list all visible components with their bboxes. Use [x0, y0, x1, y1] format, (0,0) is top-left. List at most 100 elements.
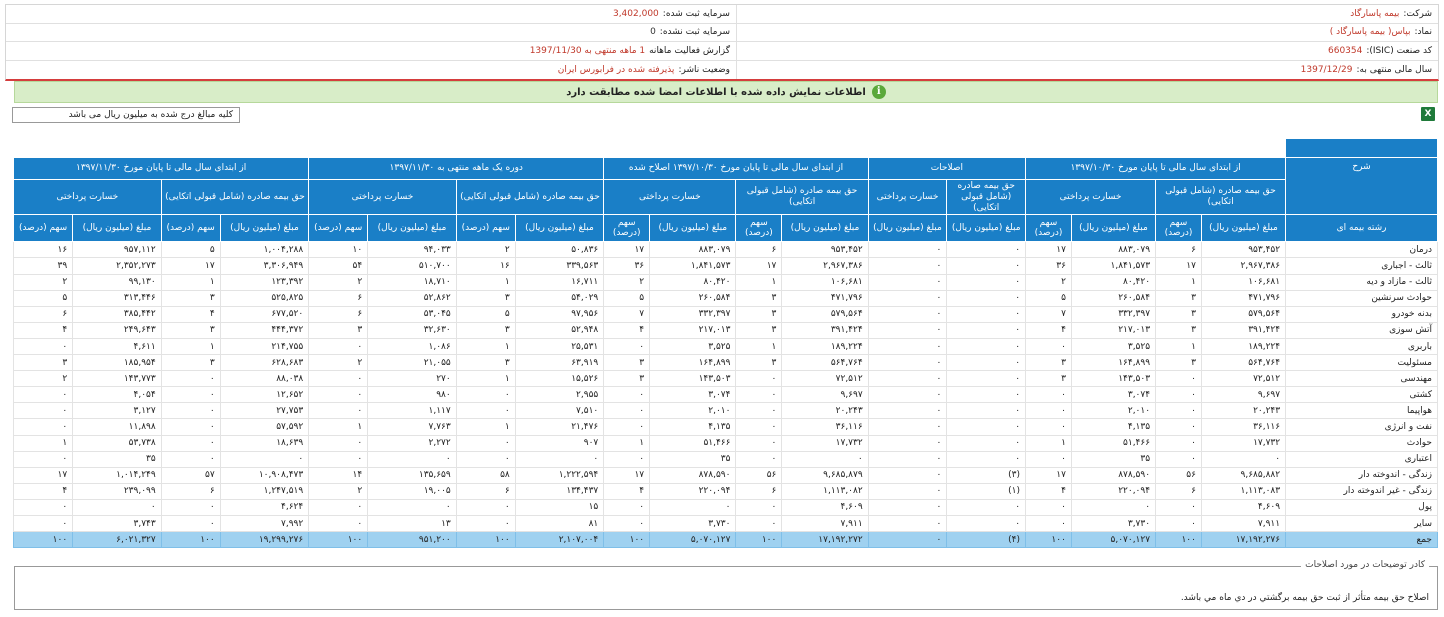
table-cell: (۳) — [946, 466, 1027, 484]
table-cell: ۰ — [735, 402, 783, 420]
excel-export-icon[interactable]: X — [1421, 107, 1435, 121]
table-cell: ۶ — [1155, 241, 1202, 259]
table-cell: ۲,۲۷۲ — [367, 434, 457, 452]
table-cell: ۹,۶۸۵,۸۸۲ — [1200, 466, 1287, 484]
table-cell: ۳۲,۶۳۰ — [367, 321, 457, 339]
table-cell: ۲۷۰ — [367, 370, 457, 388]
table-row: باربری ۱۸۹,۲۲۴ ۱ ۳,۵۲۵ ۰ ۰ ۰ ۱۸۹,۲۲۴ ۱ ۳,۵۲۵ ۰ ۲۵,۵… — [12, 337, 1438, 356]
table-cell: ۰ — [367, 450, 457, 468]
table-cell: ۳ — [455, 321, 516, 339]
table-cell: ۲ — [12, 370, 74, 388]
table-cell: ۲,۳۵۲,۲۷۳ — [72, 257, 162, 275]
table-cell: ۱۴۳,۷۷۳ — [72, 370, 162, 388]
report-period-cell: گزارش فعالیت ماهانه 1 ماهه منتهی به 1397… — [6, 42, 736, 60]
table-cell: ۰ — [946, 418, 1027, 436]
table-cell: ۰ — [946, 337, 1027, 356]
table-cell: ۱۷ — [603, 466, 651, 484]
table-cell: ۰ — [735, 434, 783, 452]
amount-header: مبلغ (میلیون ریال) — [514, 214, 605, 243]
symbol-label: نماد: — [1414, 27, 1433, 38]
table-cell: ۳۵ — [72, 450, 162, 468]
table-cell: ۰ — [12, 498, 74, 516]
table-cell: ۰ — [160, 370, 221, 388]
row-label: پول — [1285, 498, 1438, 516]
table-cell: ۴ — [603, 321, 651, 339]
table-cell: ۲,۰۱۰ — [649, 402, 737, 420]
table-cell: ۰ — [946, 450, 1027, 468]
table-cell: ۵۶ — [1155, 466, 1202, 484]
table-cell: ۵۰,۸۳۶ — [514, 241, 605, 259]
table-cell: ۳ — [1155, 289, 1202, 307]
table-cell: ۰ — [1025, 418, 1072, 436]
table-cell: ۰ — [946, 321, 1027, 339]
table-cell: ۰ — [1155, 386, 1202, 404]
table-row: آتش سوزی ۳۹۱,۴۲۴ ۳ ۲۱۷,۰۱۳ ۴ ۰ ۰ ۳۹۱,۴۲۴ ۳ ۲۱۷,۰۱… — [12, 321, 1438, 339]
table-cell: ۲۶۰,۵۸۴ — [649, 289, 737, 307]
table-row: ثالث - اجباری ۲,۹۶۷,۳۸۶ ۱۷ ۱,۸۴۱,۵۷۳ ۳۶ ۰ ۰ ۲,۹… — [12, 257, 1438, 275]
unregistered-capital-label: سرمایه ثبت نشده: — [659, 27, 730, 38]
table-cell: ۳ — [735, 289, 783, 307]
table-cell: ۰ — [308, 514, 369, 533]
table-cell: ۴ — [160, 305, 221, 323]
table-cell: ۴ — [12, 482, 74, 500]
table-cell: ۱,۸۴۱,۵۷۳ — [1070, 257, 1157, 275]
table-cell: ۰ — [160, 498, 221, 516]
table-cell: ۹۵۳,۴۵۲ — [781, 241, 869, 259]
table-cell: ۰ — [12, 450, 74, 468]
table-cell: ۰ — [867, 289, 948, 307]
total-label: جمع — [1285, 531, 1438, 549]
table-cell: ۰ — [867, 402, 948, 420]
table-cell: ۰ — [946, 498, 1027, 516]
table-cell: ۵۸ — [455, 466, 516, 484]
table-cell: ۱۸,۷۱۰ — [367, 273, 457, 291]
table-cell: ۱۰۶,۶۸۱ — [1200, 273, 1287, 291]
company-info-panel: شرکت: بیمه پاسارگاد سرمایه ثبت شده: 3,40… — [5, 4, 1439, 81]
table-cell: ۲۲۰,۰۹۴ — [1070, 482, 1157, 500]
table-cell: ۳ — [308, 321, 369, 339]
table-cell: ۰ — [867, 305, 948, 323]
table-cell: ۳۹۱,۴۲۴ — [1200, 321, 1287, 339]
amount-header: مبلغ (میلیون ریال) — [867, 214, 948, 243]
table-cell: ۰ — [1155, 370, 1202, 388]
isic-value: 660354 — [1328, 45, 1363, 56]
table-cell: ۱,۰۸۶ — [367, 337, 457, 356]
table-cell: ۰ — [308, 434, 369, 452]
table-cell: ۵,۰۷۰,۱۲۷ — [1070, 531, 1157, 549]
registered-capital-value: 3,402,000 — [612, 8, 659, 19]
table-cell: ۱ — [455, 337, 516, 356]
table-cell: ۶ — [12, 305, 74, 323]
table-cell: ۱۷ — [1155, 257, 1202, 275]
table-row: درمان ۹۵۳,۴۵۲ ۶ ۸۸۳,۰۷۹ ۱۷ ۰ ۰ ۹۵۳,۴۵۲ ۶ ۸۸۳,۰۷۹ ۱… — [12, 241, 1438, 259]
table-cell: ۰ — [455, 450, 516, 468]
table-cell: ۳ — [12, 354, 74, 372]
table-cell: ۰ — [12, 386, 74, 404]
table-cell: ۹۰۷ — [514, 434, 605, 452]
table-row: هواپیما ۲۰,۲۴۳ ۰ ۲,۰۱۰ ۰ ۰ ۰ ۲۰,۲۴۳ ۰ ۲,۰۱۰ ۰ ۷,۵۱۰… — [12, 402, 1438, 420]
table-cell: ۲,۹۶۷,۳۸۶ — [1200, 257, 1287, 275]
row-label: ثالث - مازاد و دیه — [1285, 273, 1438, 291]
table-cell: ۰ — [946, 402, 1027, 420]
table-cell: ۳ — [455, 354, 516, 372]
table-row: زندگی - غیر اندوخته دار ۱,۱۱۳,۰۸۳ ۶ ۲۲۰,۰۹۴… — [12, 482, 1438, 500]
table-cell: ۲۱,۰۵۵ — [367, 354, 457, 372]
fiscal-year-cell: سال مالی منتهی به: 1397/12/29 — [735, 60, 1438, 79]
row-label: نفت و انرژی — [1285, 418, 1438, 436]
table-cell: ۱۴۳,۵۰۳ — [649, 370, 737, 388]
table-cell: ۱ — [735, 337, 783, 356]
table-cell: ۶ — [160, 482, 221, 500]
share-header: سهم (درصد) — [12, 214, 74, 243]
table-cell: ۰ — [603, 450, 651, 468]
verification-notice: i اطلاعات نمایش داده شده با اطلاعات امضا… — [14, 81, 1438, 103]
table-cell: ۲ — [12, 273, 74, 291]
table-cell: ۵۱۰,۷۰۰ — [367, 257, 457, 275]
table-cell: ۵۳,۷۳۸ — [72, 434, 162, 452]
table-cell: ۰ — [308, 370, 369, 388]
table-cell: ۳ — [735, 305, 783, 323]
share-header: سهم (درصد) — [1025, 214, 1072, 243]
table-cell: ۸۱ — [514, 514, 605, 533]
loss-header-g2: خسارت پرداختی — [603, 178, 737, 216]
table-cell: ۳ — [455, 289, 516, 307]
verification-notice-text: اطلاعات نمایش داده شده با اطلاعات امضا ش… — [566, 86, 866, 98]
table-cell: ۲۵,۵۳۱ — [514, 337, 605, 356]
table-cell: ۱۰۰ — [735, 531, 783, 549]
